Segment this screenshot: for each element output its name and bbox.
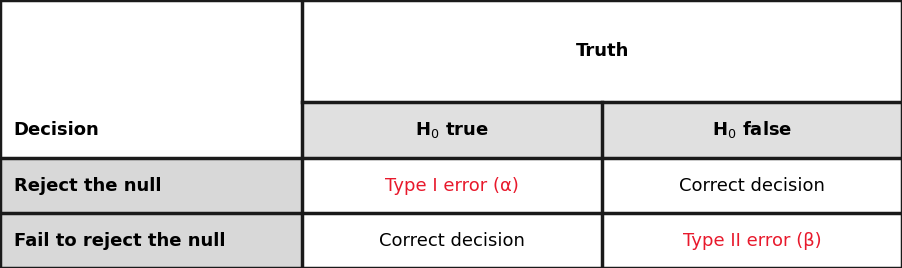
Bar (302, 213, 603, 268)
Text: Correct decision: Correct decision (379, 232, 525, 250)
Bar (0, 102, 302, 158)
Text: Truth: Truth (575, 42, 629, 60)
Bar (302, 102, 603, 158)
Text: Reject the null: Reject the null (14, 177, 161, 195)
Bar (302, 0, 902, 102)
Bar (603, 213, 902, 268)
Bar (603, 102, 902, 158)
Bar (0, 0, 302, 102)
Text: H$_0$ false: H$_0$ false (712, 120, 792, 140)
Text: Decision: Decision (14, 121, 99, 139)
Text: Correct decision: Correct decision (679, 177, 825, 195)
Text: Type II error (β): Type II error (β) (683, 232, 822, 250)
Bar (603, 158, 902, 213)
Text: Type I error (α): Type I error (α) (385, 177, 519, 195)
Bar (0, 158, 302, 213)
Bar (0, 213, 302, 268)
Text: Fail to reject the null: Fail to reject the null (14, 232, 225, 250)
Text: H$_0$ true: H$_0$ true (415, 120, 489, 140)
Bar (302, 158, 603, 213)
